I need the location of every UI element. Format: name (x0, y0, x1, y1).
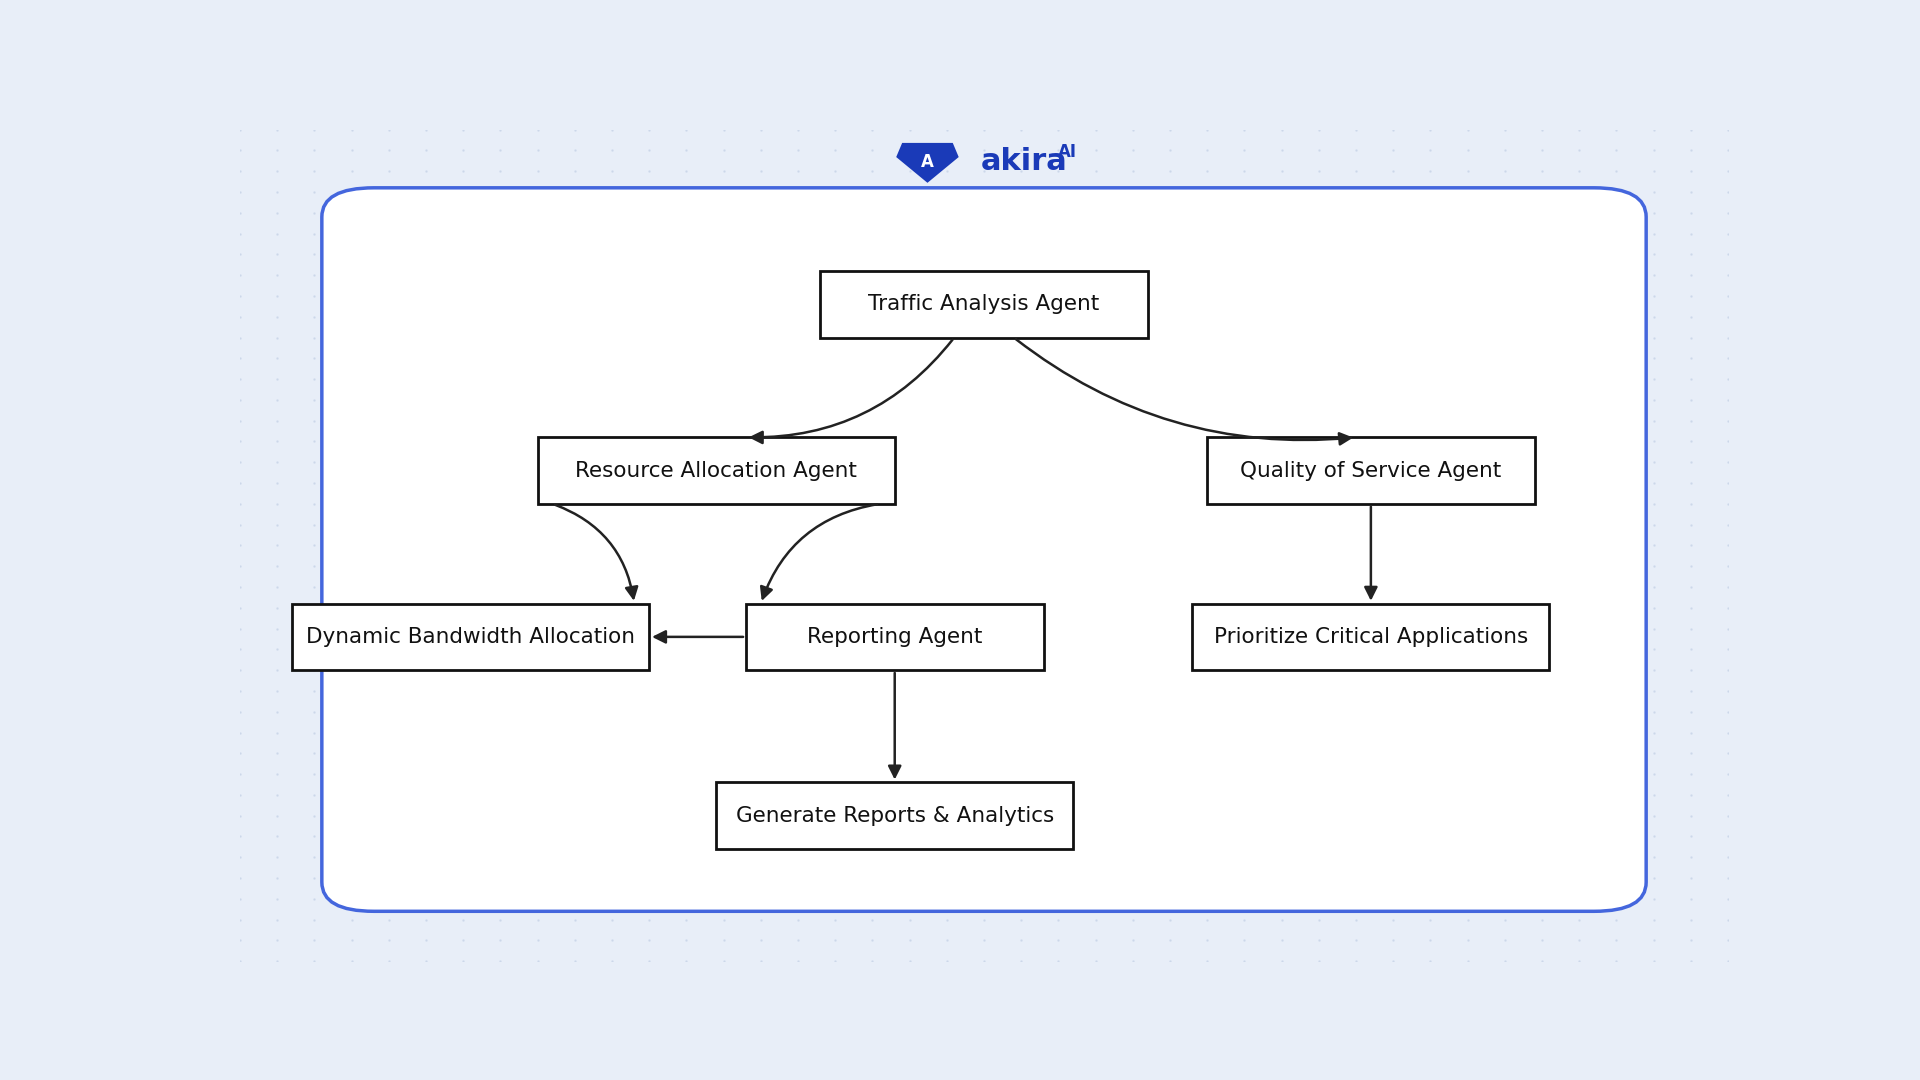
Text: Generate Reports & Analytics: Generate Reports & Analytics (735, 806, 1054, 826)
FancyBboxPatch shape (716, 782, 1073, 849)
FancyBboxPatch shape (745, 604, 1044, 670)
Text: Resource Allocation Agent: Resource Allocation Agent (576, 460, 856, 481)
Text: Quality of Service Agent: Quality of Service Agent (1240, 460, 1501, 481)
Polygon shape (897, 143, 958, 183)
Text: Prioritize Critical Applications: Prioritize Critical Applications (1213, 626, 1528, 647)
FancyBboxPatch shape (292, 604, 649, 670)
FancyBboxPatch shape (1208, 437, 1534, 503)
FancyBboxPatch shape (323, 188, 1645, 912)
Text: akira: akira (981, 147, 1068, 176)
Text: A: A (922, 153, 933, 171)
Text: Traffic Analysis Agent: Traffic Analysis Agent (868, 294, 1100, 314)
FancyBboxPatch shape (1192, 604, 1549, 670)
FancyBboxPatch shape (820, 271, 1148, 337)
Text: Reporting Agent: Reporting Agent (806, 626, 983, 647)
FancyBboxPatch shape (538, 437, 895, 503)
Text: Dynamic Bandwidth Allocation: Dynamic Bandwidth Allocation (305, 626, 636, 647)
Text: AI: AI (1058, 143, 1077, 161)
